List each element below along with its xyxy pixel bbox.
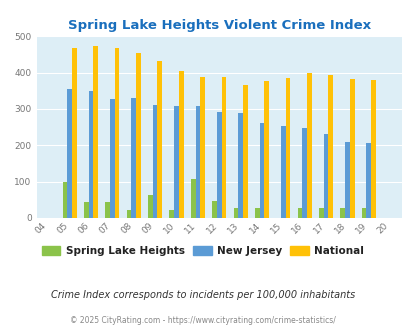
Bar xyxy=(264,81,269,218)
Bar xyxy=(221,77,226,218)
Bar xyxy=(88,91,93,218)
Bar xyxy=(297,208,302,218)
Bar xyxy=(190,179,195,218)
Bar xyxy=(195,106,200,218)
Bar xyxy=(148,195,152,218)
Bar xyxy=(328,75,333,218)
Bar xyxy=(126,210,131,218)
Bar xyxy=(157,61,162,218)
Bar xyxy=(318,208,323,218)
Bar xyxy=(136,52,141,218)
Bar xyxy=(174,106,179,218)
Bar xyxy=(179,71,183,218)
Bar xyxy=(200,77,205,218)
Bar xyxy=(212,201,216,218)
Bar xyxy=(306,73,311,218)
Bar xyxy=(216,112,221,218)
Bar xyxy=(349,80,354,218)
Bar xyxy=(366,143,370,218)
Text: © 2025 CityRating.com - https://www.cityrating.com/crime-statistics/: © 2025 CityRating.com - https://www.city… xyxy=(70,315,335,325)
Bar xyxy=(302,128,306,218)
Bar xyxy=(323,134,328,218)
Bar xyxy=(93,46,98,218)
Bar xyxy=(254,208,259,218)
Bar xyxy=(72,48,77,218)
Bar xyxy=(152,105,157,218)
Text: Crime Index corresponds to incidents per 100,000 inhabitants: Crime Index corresponds to incidents per… xyxy=(51,290,354,300)
Title: Spring Lake Heights Violent Crime Index: Spring Lake Heights Violent Crime Index xyxy=(68,19,370,32)
Bar xyxy=(238,113,242,218)
Bar xyxy=(169,210,174,218)
Bar xyxy=(259,123,264,218)
Bar xyxy=(84,202,88,218)
Bar xyxy=(242,84,247,218)
Bar xyxy=(344,142,349,218)
Bar xyxy=(339,208,344,218)
Bar xyxy=(280,126,285,218)
Bar xyxy=(285,79,290,218)
Bar xyxy=(233,208,238,218)
Bar xyxy=(105,202,110,218)
Bar xyxy=(67,89,72,218)
Bar xyxy=(370,80,375,218)
Legend: Spring Lake Heights, New Jersey, National: Spring Lake Heights, New Jersey, Nationa… xyxy=(37,242,368,260)
Bar xyxy=(110,99,115,218)
Bar xyxy=(115,48,119,218)
Bar xyxy=(131,98,136,218)
Bar xyxy=(62,182,67,218)
Bar xyxy=(361,208,366,218)
